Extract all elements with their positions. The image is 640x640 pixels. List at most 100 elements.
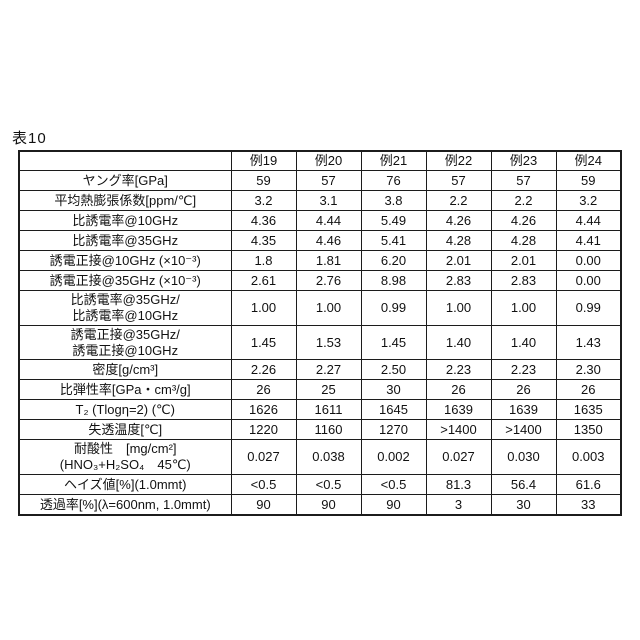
table-row: 耐酸性 [mg/cm²] (HNO₃+H₂SO₄ 45℃) 0.027 0.038 0…: [18, 439, 622, 476]
table-cell: 2.01: [425, 250, 492, 271]
table-cell: 26: [230, 379, 297, 401]
table-cell: 61.6: [555, 474, 622, 496]
row-label: 比誘電率@35GHz/ 比誘電率@10GHz: [18, 290, 232, 326]
row-label: T₂ (Tlogη=2) (℃): [18, 399, 232, 421]
table-cell: 2.23: [425, 359, 492, 381]
table-cell: 0.030: [490, 439, 557, 476]
column-header: 例22: [425, 150, 492, 171]
table-row: 比弾性率[GPa・cm³/g] 26 25 30 26 26 26: [18, 379, 622, 401]
table-cell: 3: [425, 494, 492, 516]
table-cell: 0.038: [295, 439, 362, 476]
table-cell: 1270: [360, 419, 427, 441]
table-cell: 1.45: [360, 324, 427, 361]
row-label: 耐酸性 [mg/cm²] (HNO₃+H₂SO₄ 45℃): [18, 439, 232, 476]
table-row: 失透温度[℃] 1220 1160 1270 >1400 >1400 1350: [18, 419, 622, 441]
table-cell: 2.26: [230, 359, 297, 381]
row-label: 失透温度[℃]: [18, 419, 232, 441]
table-cell: 1.45: [230, 324, 297, 361]
table-cell: 33: [555, 494, 622, 516]
table-cell: 1645: [360, 399, 427, 421]
table-cell: 4.28: [490, 230, 557, 251]
table-cell: 1.40: [425, 324, 492, 361]
table-cell: 0.027: [230, 439, 297, 476]
table-row: T₂ (Tlogη=2) (℃) 1626 1611 1645 1639 1639 1635: [18, 399, 622, 421]
properties-table: 例19 例20 例21 例22 例23 例24 ヤング率[GPa] 59 57 76 5…: [18, 150, 622, 517]
row-label: 比弾性率[GPa・cm³/g]: [18, 379, 232, 401]
table-cell: 25: [295, 379, 362, 401]
table-cell: 56.4: [490, 474, 557, 496]
table-cell: 90: [230, 494, 297, 516]
table-cell: 4.44: [555, 210, 622, 231]
table-cell: 2.50: [360, 359, 427, 381]
table-cell: 6.20: [360, 250, 427, 271]
table-cell: 2.83: [490, 270, 557, 291]
table-body: ヤング率[GPa] 59 57 76 57 57 59 平均熱膨張係数[ppm/℃] 3.2 3.…: [18, 170, 622, 516]
header-row: 例19 例20 例21 例22 例23 例24: [18, 150, 622, 171]
table-cell: 1.40: [490, 324, 557, 361]
table-cell: 4.46: [295, 230, 362, 251]
table-cell: 4.28: [425, 230, 492, 251]
table-cell: 3.8: [360, 190, 427, 211]
table-row: ヘイズ値[%](1.0mmt) <0.5 <0.5 <0.5 81.3 56.4 61.6: [18, 474, 622, 496]
row-label: 密度[g/cm³]: [18, 359, 232, 381]
table-row: 透過率[%](λ=600nm, 1.0mmt) 90 90 90 3 30 33: [18, 494, 622, 516]
table-row: 平均熱膨張係数[ppm/℃] 3.2 3.1 3.8 2.2 2.2 3.2: [18, 190, 622, 211]
column-header: 例19: [230, 150, 297, 171]
table-cell: 2.76: [295, 270, 362, 291]
table-cell: 0.99: [555, 290, 622, 326]
table-cell: 26: [490, 379, 557, 401]
table-cell: 90: [360, 494, 427, 516]
row-label: 透過率[%](λ=600nm, 1.0mmt): [18, 494, 232, 516]
table-cell: 4.41: [555, 230, 622, 251]
table-cell: >1400: [425, 419, 492, 441]
table-cell: 5.41: [360, 230, 427, 251]
table-cell: 1639: [425, 399, 492, 421]
table-cell: 4.36: [230, 210, 297, 231]
table-cell: 0.002: [360, 439, 427, 476]
table-cell: 4.26: [490, 210, 557, 231]
table-cell: <0.5: [295, 474, 362, 496]
table-cell: 90: [295, 494, 362, 516]
table-cell: 1160: [295, 419, 362, 441]
table-cell: 1.00: [230, 290, 297, 326]
table-cell: 8.98: [360, 270, 427, 291]
corner-cell: [18, 150, 232, 171]
table-cell: 1.00: [295, 290, 362, 326]
table-cell: 2.30: [555, 359, 622, 381]
table-row: 誘電正接@10GHz (×10⁻³) 1.8 1.81 6.20 2.01 2.01 0.0…: [18, 250, 622, 271]
table-cell: 4.35: [230, 230, 297, 251]
table-cell: 1635: [555, 399, 622, 421]
table-row: 密度[g/cm³] 2.26 2.27 2.50 2.23 2.23 2.30: [18, 359, 622, 381]
table-cell: 1.53: [295, 324, 362, 361]
table-cell: 76: [360, 170, 427, 191]
table-cell: 57: [490, 170, 557, 191]
table-cell: 57: [425, 170, 492, 191]
row-label: 比誘電率@10GHz: [18, 210, 232, 231]
row-label: 誘電正接@10GHz (×10⁻³): [18, 250, 232, 271]
column-header: 例23: [490, 150, 557, 171]
table-cell: 1626: [230, 399, 297, 421]
table-title: 表10: [12, 130, 47, 147]
table-cell: 1.8: [230, 250, 297, 271]
table-cell: <0.5: [230, 474, 297, 496]
table-cell: 2.2: [490, 190, 557, 211]
table-cell: 1.00: [425, 290, 492, 326]
table-cell: 1611: [295, 399, 362, 421]
table-cell: 0.99: [360, 290, 427, 326]
table-cell: 59: [555, 170, 622, 191]
table-cell: 1220: [230, 419, 297, 441]
table-cell: 3.2: [230, 190, 297, 211]
table-cell: 0.00: [555, 270, 622, 291]
row-label: 誘電正接@35GHz (×10⁻³): [18, 270, 232, 291]
table-cell: 0.027: [425, 439, 492, 476]
table-cell: >1400: [490, 419, 557, 441]
table-cell: 5.49: [360, 210, 427, 231]
table-row: 誘電正接@35GHz/ 誘電正接@10GHz 1.45 1.53 1.45 1.40 1.…: [18, 324, 622, 361]
table-cell: 3.2: [555, 190, 622, 211]
table-cell: 30: [490, 494, 557, 516]
table-cell: 4.44: [295, 210, 362, 231]
table-row: 比誘電率@35GHz/ 比誘電率@10GHz 1.00 1.00 0.99 1.00 1.…: [18, 290, 622, 326]
table-cell: 26: [555, 379, 622, 401]
table-cell: 59: [230, 170, 297, 191]
table-cell: 57: [295, 170, 362, 191]
